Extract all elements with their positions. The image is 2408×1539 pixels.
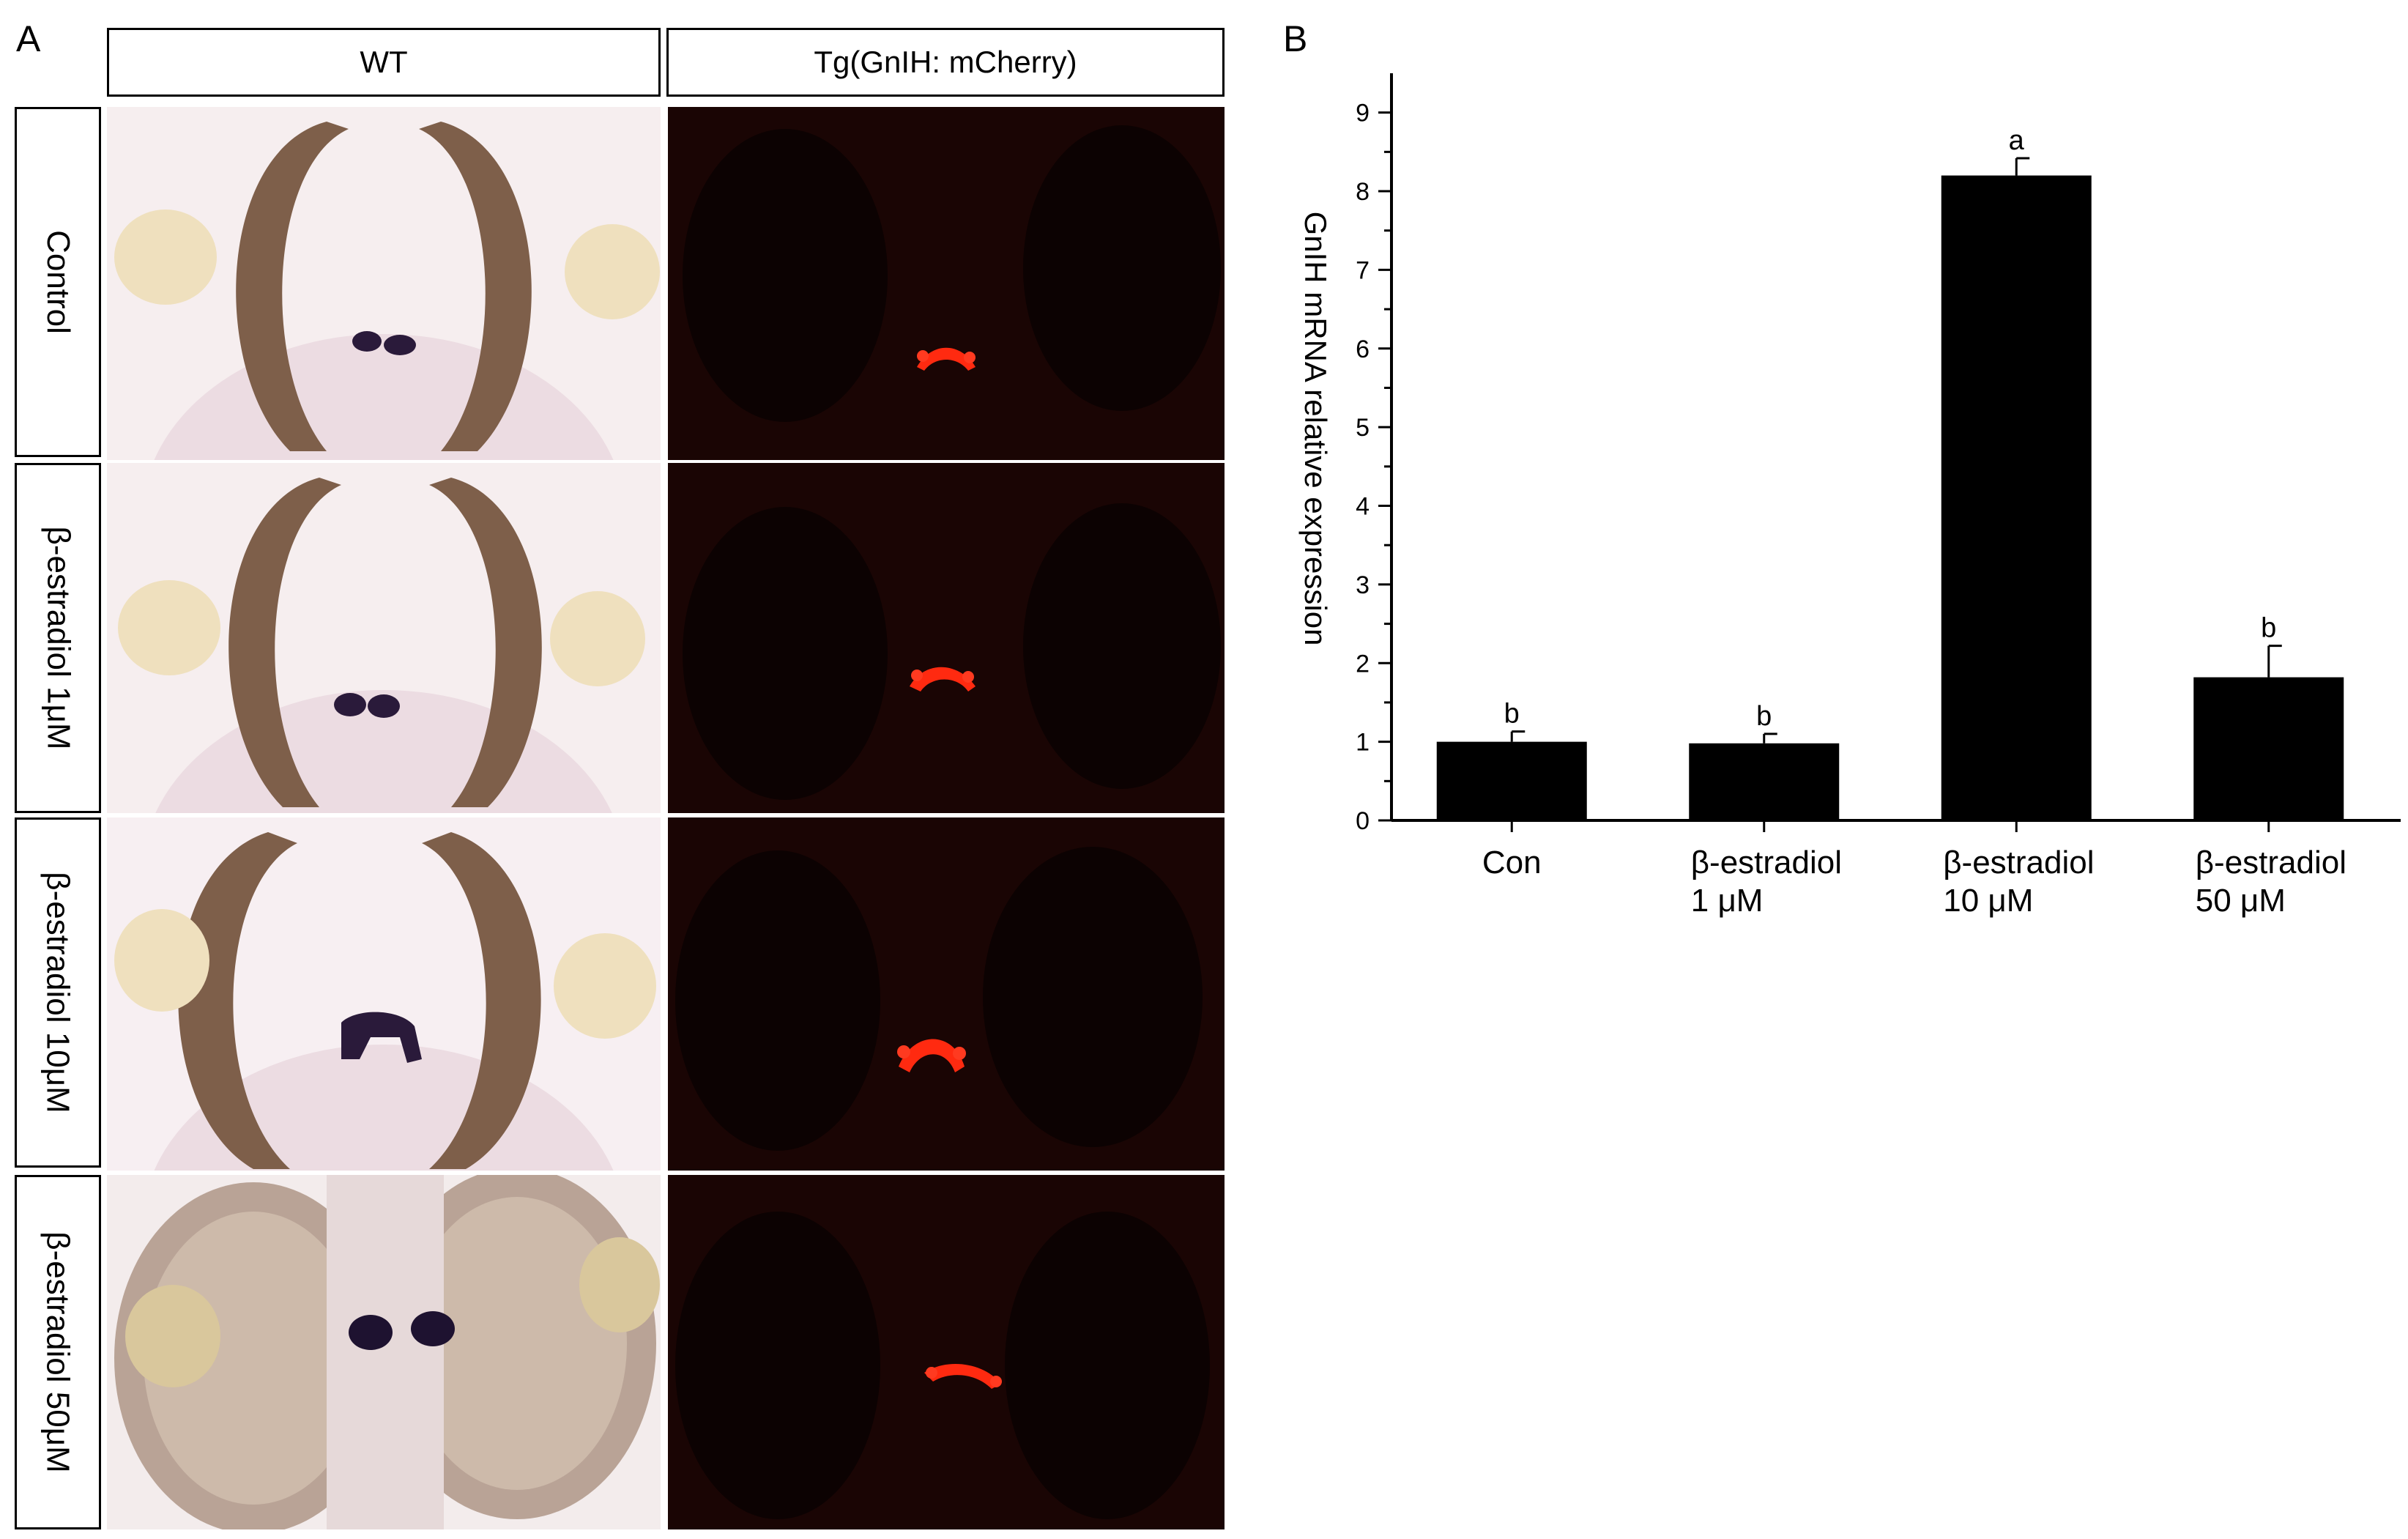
significance-label: b: [1504, 699, 1520, 730]
x-category-label: β-estradiol: [1943, 845, 2094, 880]
chart-bars: b b a b: [1436, 125, 2344, 820]
y-tick-label: 6: [1356, 335, 1370, 363]
x-category-label: 10 μM: [1943, 883, 2033, 919]
x-category-label: β-estradiol: [1691, 845, 1842, 880]
panel-b-letter: B: [1283, 18, 1308, 59]
y-axis-title: GnIH mRNA relative expression: [1298, 212, 1333, 646]
bar: [1689, 743, 1840, 820]
y-axis-ticks: 0 1 2 3 4 5 6 7 8 9: [1356, 100, 1391, 835]
row-label-estradiol-1um: β-estradiol 1μM: [15, 463, 101, 813]
y-tick-label: 2: [1356, 650, 1370, 678]
wt-embryo-image-estradiol-1um: [107, 463, 661, 813]
y-tick-label: 1: [1356, 729, 1370, 757]
significance-label: b: [1756, 701, 1772, 732]
fluorescence-image-control: [668, 107, 1225, 460]
y-tick-label: 7: [1356, 256, 1370, 284]
x-category-label: β-estradiol: [2196, 845, 2346, 880]
column-header-transgenic: Tg(GnIH: mCherry): [666, 28, 1225, 97]
wt-embryo-image-control: [107, 107, 661, 460]
row-label-estradiol-50um: β-estradiol 50μM: [15, 1175, 101, 1529]
y-tick-label: 3: [1356, 571, 1370, 599]
y-axis-label: GnIH mRNA relative expression: [1298, 212, 1333, 646]
x-category-label: 50 μM: [2196, 883, 2286, 919]
fluorescence-image-estradiol-10um: [668, 817, 1225, 1171]
bar: [1941, 175, 2092, 820]
x-category-label: Con: [1482, 845, 1542, 880]
x-category-label: 1 μM: [1691, 883, 1764, 919]
significance-label: b: [2261, 613, 2276, 644]
wt-embryo-image-estradiol-10um: [107, 817, 661, 1171]
fluorescence-image-estradiol-1um: [668, 463, 1225, 813]
y-tick-label: 9: [1356, 100, 1370, 127]
y-tick-label: 8: [1356, 178, 1370, 206]
y-tick-label: 5: [1356, 414, 1370, 442]
row-label-estradiol-10um: β-estradiol 10μM: [15, 817, 101, 1168]
bar: [2193, 677, 2344, 820]
row-label-control: Control: [15, 107, 101, 457]
y-tick-label: 0: [1356, 807, 1370, 835]
y-tick-label: 4: [1356, 493, 1370, 521]
column-header-wt: WT: [107, 28, 661, 97]
wt-embryo-image-estradiol-50um: [107, 1175, 661, 1529]
bar: [1436, 741, 1587, 820]
fluorescence-image-estradiol-50um: [668, 1175, 1225, 1529]
significance-label: a: [2009, 125, 2025, 156]
bar-chart: GnIH mRNA relative expression 0 1 2 3 4 5 6 7 8 9…: [1298, 73, 2401, 919]
panel-a-letter: A: [16, 18, 41, 59]
